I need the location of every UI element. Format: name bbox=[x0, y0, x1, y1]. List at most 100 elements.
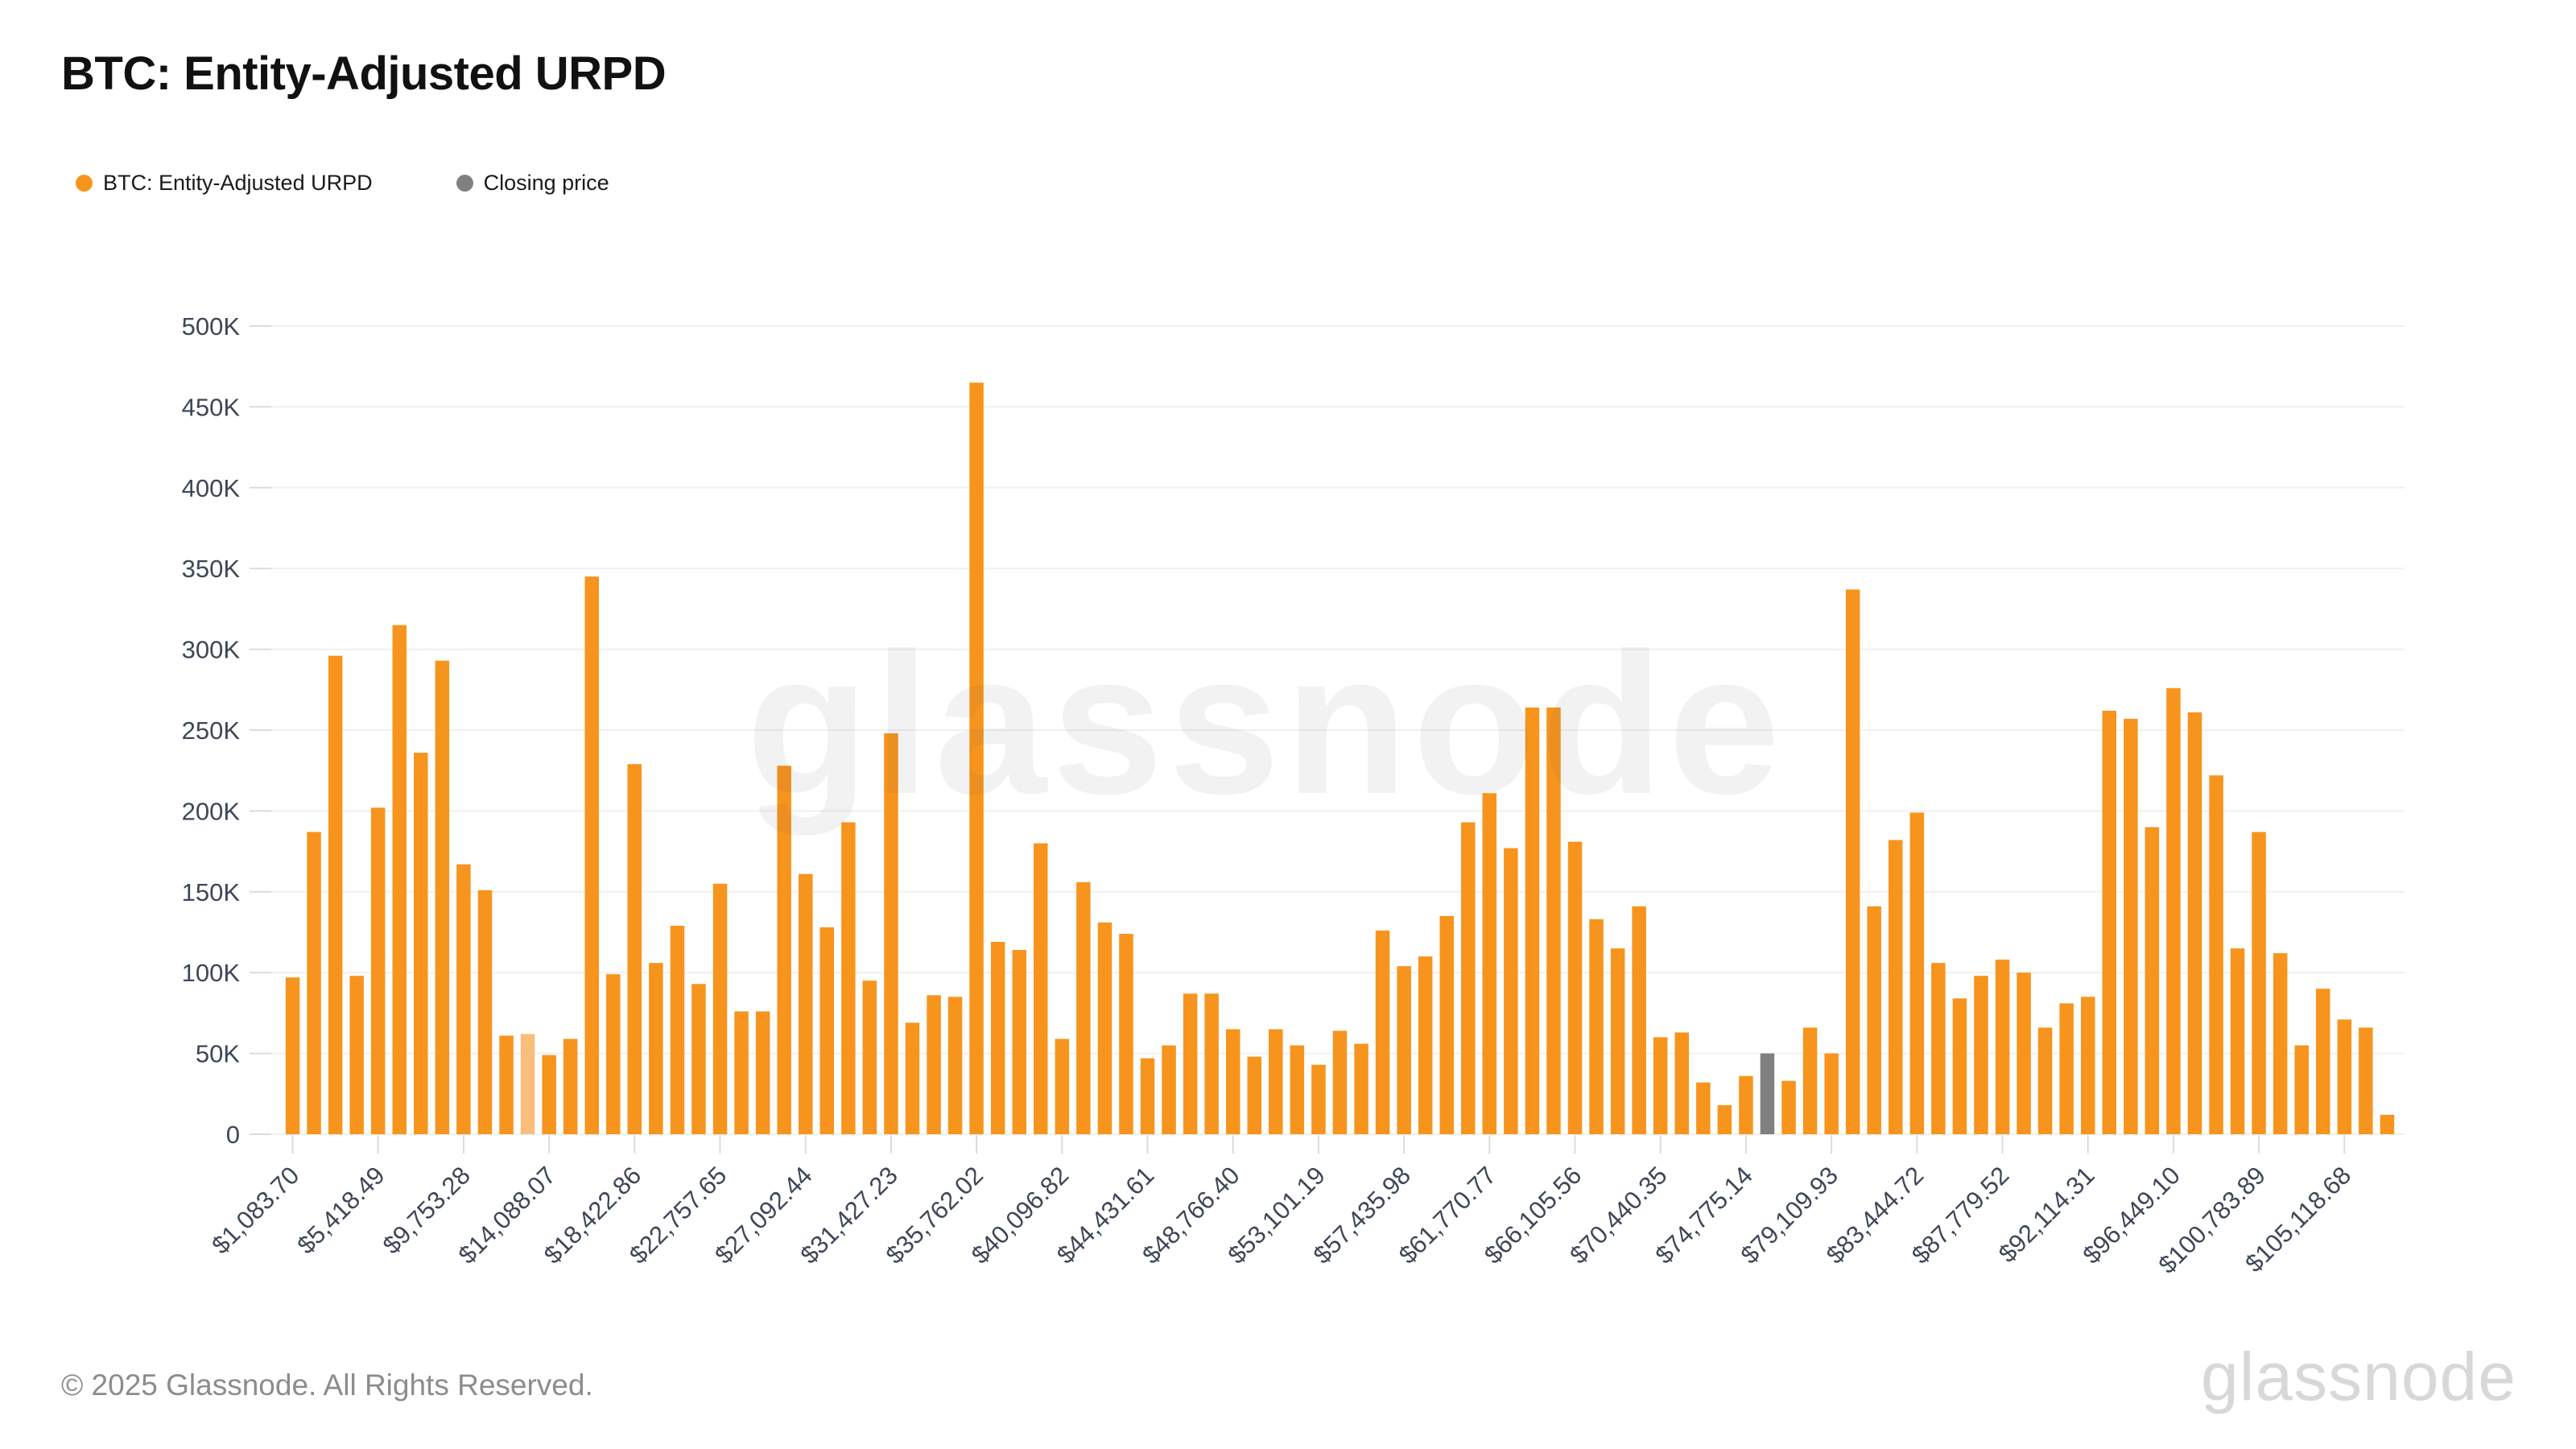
bar[interactable] bbox=[1525, 707, 1540, 1134]
bar[interactable] bbox=[2209, 775, 2223, 1134]
bar[interactable] bbox=[2359, 1027, 2373, 1135]
bar[interactable] bbox=[2037, 1027, 2053, 1135]
bar[interactable] bbox=[1482, 793, 1497, 1134]
bar[interactable] bbox=[1290, 1045, 1305, 1134]
bar[interactable] bbox=[777, 766, 791, 1134]
bar[interactable] bbox=[1995, 960, 2010, 1134]
bar[interactable] bbox=[1140, 1058, 1155, 1134]
bar[interactable] bbox=[1889, 840, 1903, 1135]
bar[interactable] bbox=[2187, 712, 2202, 1134]
bar[interactable] bbox=[1739, 1075, 1753, 1134]
bar[interactable] bbox=[349, 976, 364, 1134]
bar[interactable] bbox=[1546, 707, 1561, 1134]
bar[interactable] bbox=[1845, 589, 1860, 1134]
bar[interactable] bbox=[1610, 948, 1625, 1134]
bar[interactable] bbox=[969, 382, 984, 1134]
bar[interactable] bbox=[414, 753, 428, 1134]
bar[interactable] bbox=[927, 995, 941, 1134]
bar[interactable] bbox=[2124, 718, 2138, 1134]
bar[interactable] bbox=[1247, 1056, 1262, 1134]
bar[interactable] bbox=[307, 832, 321, 1135]
bar[interactable] bbox=[1439, 915, 1455, 1134]
bar[interactable] bbox=[1183, 993, 1198, 1134]
bar[interactable] bbox=[435, 660, 450, 1134]
bar[interactable] bbox=[884, 733, 898, 1134]
bar[interactable] bbox=[1397, 966, 1411, 1134]
bar[interactable] bbox=[456, 864, 471, 1134]
bar[interactable] bbox=[1867, 906, 1881, 1134]
bar[interactable] bbox=[1931, 963, 1946, 1134]
bar[interactable] bbox=[370, 807, 386, 1134]
closing-price-bar[interactable] bbox=[1760, 1053, 1775, 1134]
bar[interactable] bbox=[1802, 1027, 1818, 1135]
faded-bar[interactable] bbox=[520, 1034, 535, 1135]
bar[interactable] bbox=[2017, 972, 2031, 1134]
legend-item-closing-price[interactable]: Closing price bbox=[456, 171, 609, 196]
bar[interactable] bbox=[670, 926, 685, 1134]
bar[interactable] bbox=[2294, 1045, 2310, 1134]
bar[interactable] bbox=[819, 927, 835, 1134]
bar[interactable] bbox=[1034, 843, 1048, 1134]
bar[interactable] bbox=[1162, 1045, 1176, 1134]
bar[interactable] bbox=[2102, 710, 2117, 1134]
bar[interactable] bbox=[990, 942, 1005, 1134]
bar[interactable] bbox=[477, 890, 493, 1134]
bar[interactable] bbox=[691, 984, 706, 1134]
bar[interactable] bbox=[947, 997, 963, 1134]
bar[interactable] bbox=[542, 1055, 556, 1134]
bar[interactable] bbox=[1055, 1038, 1070, 1135]
bar[interactable] bbox=[1311, 1064, 1326, 1134]
bar[interactable] bbox=[2059, 1003, 2074, 1134]
bar[interactable] bbox=[2252, 832, 2266, 1135]
bar[interactable] bbox=[1952, 998, 1967, 1134]
bar[interactable] bbox=[2380, 1114, 2395, 1134]
bar[interactable] bbox=[1012, 950, 1027, 1134]
bar[interactable] bbox=[499, 1035, 514, 1135]
bar[interactable] bbox=[1332, 1030, 1348, 1135]
bar[interactable] bbox=[1696, 1082, 1711, 1134]
bar[interactable] bbox=[1204, 993, 1219, 1134]
bar[interactable] bbox=[1461, 822, 1476, 1135]
bar[interactable] bbox=[606, 974, 621, 1134]
bar[interactable] bbox=[1269, 1029, 1283, 1135]
bar[interactable] bbox=[1119, 934, 1133, 1134]
bar[interactable] bbox=[328, 655, 343, 1134]
bar[interactable] bbox=[627, 764, 642, 1134]
bar[interactable] bbox=[1226, 1029, 1241, 1135]
bar[interactable] bbox=[2166, 687, 2181, 1134]
bar[interactable] bbox=[2081, 997, 2095, 1134]
bar[interactable] bbox=[2273, 953, 2288, 1134]
bar[interactable] bbox=[285, 977, 300, 1134]
bar[interactable] bbox=[712, 883, 728, 1134]
bar[interactable] bbox=[1375, 931, 1390, 1134]
bar[interactable] bbox=[1097, 923, 1113, 1134]
bar[interactable] bbox=[649, 963, 663, 1134]
bar[interactable] bbox=[2337, 1019, 2352, 1134]
bar[interactable] bbox=[563, 1038, 578, 1135]
bar[interactable] bbox=[1674, 1032, 1690, 1135]
bar[interactable] bbox=[1781, 1080, 1796, 1134]
bar[interactable] bbox=[1504, 848, 1518, 1134]
bar[interactable] bbox=[1076, 881, 1091, 1134]
bar[interactable] bbox=[1717, 1104, 1732, 1134]
bar[interactable] bbox=[799, 873, 813, 1134]
bar[interactable] bbox=[2145, 827, 2160, 1135]
bar[interactable] bbox=[2230, 948, 2245, 1134]
bar[interactable] bbox=[1354, 1043, 1368, 1134]
bar[interactable] bbox=[1909, 812, 1925, 1134]
bar[interactable] bbox=[584, 576, 600, 1134]
bar[interactable] bbox=[755, 1011, 770, 1134]
bar[interactable] bbox=[1567, 841, 1583, 1134]
bar[interactable] bbox=[1824, 1053, 1839, 1134]
bar[interactable] bbox=[862, 980, 877, 1134]
legend-item-urpd[interactable]: BTC: Entity-Adjusted URPD bbox=[76, 171, 373, 196]
bar[interactable] bbox=[1632, 906, 1646, 1134]
bar[interactable] bbox=[392, 625, 407, 1135]
bar[interactable] bbox=[905, 1022, 920, 1134]
bar[interactable] bbox=[1589, 919, 1604, 1134]
bar[interactable] bbox=[734, 1011, 749, 1134]
bar[interactable] bbox=[1418, 956, 1433, 1134]
bar[interactable] bbox=[841, 822, 856, 1135]
bar[interactable] bbox=[1974, 976, 1988, 1134]
bar[interactable] bbox=[1653, 1037, 1668, 1135]
